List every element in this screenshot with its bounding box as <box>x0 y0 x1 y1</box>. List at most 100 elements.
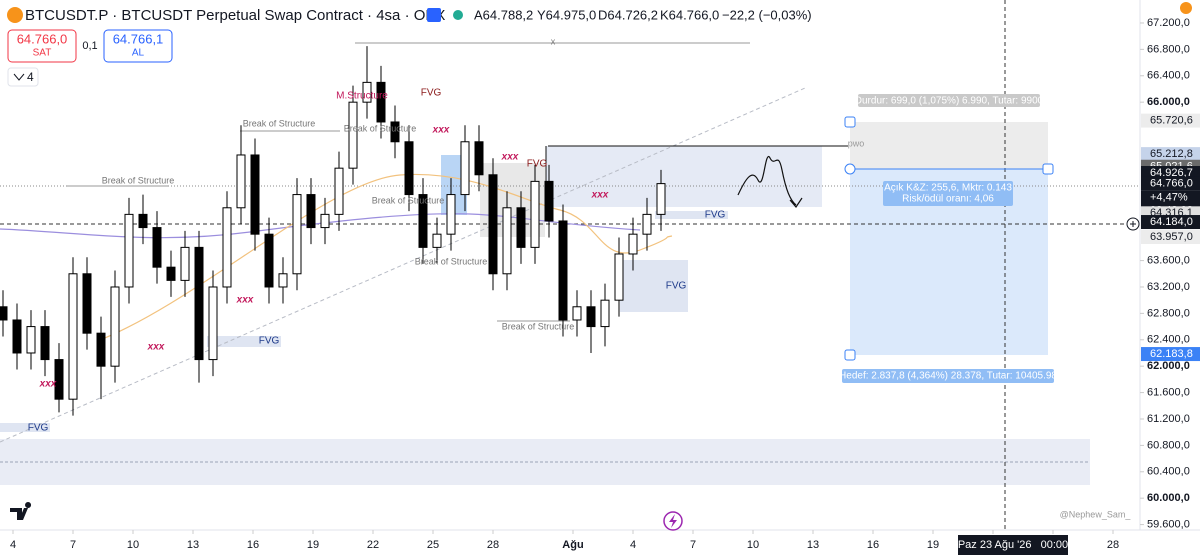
x-tick-label: 28 <box>487 539 499 551</box>
y-tick-label: 60.000,0 <box>1147 492 1190 504</box>
candle-body <box>222 207 232 288</box>
price-badge-label: 62.183,8 <box>1150 348 1193 360</box>
event-icon[interactable] <box>663 511 683 531</box>
price-badge <box>1141 230 1200 245</box>
annotation: Break of Structure <box>415 256 488 266</box>
crosshair-date: Paz 23 Ağu '26 00:00 <box>958 539 1068 551</box>
candle-body <box>474 141 484 176</box>
annotation: xxx <box>39 379 57 390</box>
y-tick-label: 60.400,0 <box>1147 466 1190 478</box>
candle-body <box>12 319 22 354</box>
candle-body <box>68 273 78 400</box>
y-tick-label: 62.400,0 <box>1147 334 1190 346</box>
rr-text: Risk/ödül oranı: 4,06 <box>902 194 994 205</box>
candle-body <box>362 81 372 103</box>
candle-body <box>278 273 288 288</box>
fvg-zone <box>0 423 50 432</box>
symbol-title: BTCUSDT.P · BTCUSDT Perpetual Swap Contr… <box>25 7 445 24</box>
candle-body <box>572 306 582 321</box>
annotation: Break of Structure <box>102 175 175 185</box>
price-badge-label: 65.212,8 <box>1150 148 1193 160</box>
annotation: FVG <box>527 159 548 170</box>
candle-body <box>530 180 540 248</box>
annotation: M.Structure <box>336 91 388 102</box>
candle-body <box>390 121 400 143</box>
candle-body <box>124 213 134 288</box>
candle-body <box>96 332 106 367</box>
last-change: +4,47% <box>1150 192 1188 204</box>
candle-body <box>418 194 428 248</box>
y-tick-label: 62.000,0 <box>1147 360 1190 372</box>
layers-count: 4 <box>27 70 34 84</box>
sell-button[interactable] <box>7 29 77 63</box>
x-tick-label: 7 <box>70 539 76 551</box>
ohlc-low: D64.726,2 <box>598 7 658 22</box>
target-badge <box>842 369 1054 383</box>
tv-logo <box>10 502 32 520</box>
annotation: pwo <box>848 138 865 148</box>
handle[interactable] <box>1042 163 1054 175</box>
annotation: xxx <box>591 190 609 201</box>
annotation: xxx <box>432 125 450 136</box>
buy-button[interactable] <box>103 29 173 63</box>
add-plus <box>1130 221 1136 227</box>
x-tick-label: 13 <box>807 539 819 551</box>
candle-body <box>138 213 148 229</box>
candle-body <box>642 213 652 235</box>
buy-label: AL <box>132 48 145 59</box>
x-tick-label: 13 <box>187 539 199 551</box>
layers-toggle[interactable] <box>7 67 39 87</box>
price-badge <box>1141 215 1200 230</box>
handle[interactable] <box>844 116 856 128</box>
stop-badge <box>858 94 1040 107</box>
sell-price: 64.766,0 <box>17 31 68 46</box>
handle[interactable] <box>844 349 856 361</box>
candle-body <box>432 233 442 248</box>
x-tick-label: 16 <box>867 539 879 551</box>
candle-body <box>614 253 624 301</box>
annotation: FVG <box>666 281 687 292</box>
pnl-badge <box>883 181 1013 206</box>
candle-body <box>656 183 666 215</box>
target-text: Hedef: 2.837,8 (4,364%) 28.378, Tutar: 1… <box>839 371 1057 382</box>
x-tick-label: Ağu <box>562 539 583 551</box>
ohlc-open: A64.788,2 <box>474 7 533 22</box>
y-tick-label: 59.600,0 <box>1147 518 1190 530</box>
candle-body <box>82 273 92 334</box>
handle[interactable] <box>844 163 856 175</box>
annotation: Break of Structure <box>243 118 316 128</box>
annotation: xxx <box>501 152 519 163</box>
price-badge <box>1141 147 1200 162</box>
annotation: FVG <box>705 210 726 221</box>
stop-zone <box>850 122 1048 169</box>
x-tick-label: 22 <box>367 539 379 551</box>
candle-body <box>334 167 344 215</box>
candle-body <box>488 174 498 275</box>
annotation: FVG <box>421 88 442 99</box>
annotation: Break of Structure <box>344 123 417 133</box>
ohlc-close: K64.766,0 <box>660 7 719 22</box>
flag[interactable] <box>427 8 441 22</box>
x-tick-label: 28 <box>1107 539 1119 551</box>
drawing <box>737 155 803 208</box>
y-tick-label: 62.800,0 <box>1147 307 1190 319</box>
annotation: x <box>551 36 556 46</box>
candle-body <box>306 194 316 229</box>
price-badge <box>1141 347 1200 362</box>
candle-body <box>460 141 470 196</box>
annotation: @Nephew_Sam_ <box>1060 509 1132 519</box>
x-tick-label: 4 <box>10 539 16 551</box>
candle-body <box>110 286 120 367</box>
candle-body <box>446 194 456 235</box>
x-tick-label: 10 <box>127 539 139 551</box>
y-tick-label: 67.200,0 <box>1147 17 1190 29</box>
candle-body <box>54 359 64 400</box>
candle-body <box>516 207 526 248</box>
stop-text: Durdur: 699,0 (1,075%) 6.990, Tutar: 990… <box>855 96 1044 107</box>
price-badge <box>1141 166 1200 181</box>
candle-body <box>264 233 274 288</box>
candle-body <box>194 246 204 361</box>
x-tick-label: 16 <box>247 539 259 551</box>
